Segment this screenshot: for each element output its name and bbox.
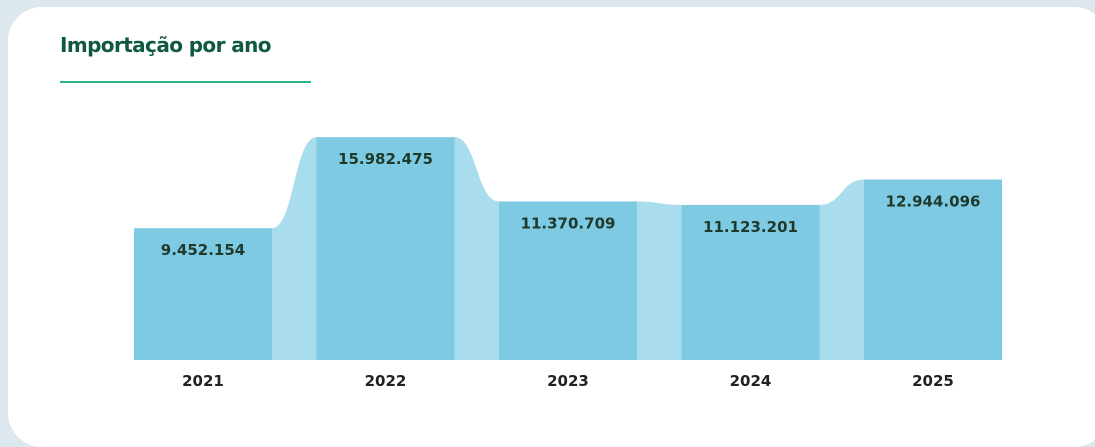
title-underline xyxy=(60,81,311,83)
category-label-2022: 2022 xyxy=(365,372,407,390)
bars xyxy=(134,137,1002,360)
value-label-2021: 9.452.154 xyxy=(161,241,245,259)
category-label-2023: 2023 xyxy=(547,372,589,390)
bar-chart: 9.452.154 15.982.475 11.370.709 11.123.201 1… xyxy=(134,137,1002,390)
connector-band xyxy=(819,179,864,360)
connector-band xyxy=(637,201,682,360)
value-label-2025: 12.944.096 xyxy=(886,193,981,211)
connector-band xyxy=(454,137,499,360)
bar-2024[interactable] xyxy=(681,204,820,360)
category-label-2024: 2024 xyxy=(730,372,772,390)
value-label-2022: 15.982.475 xyxy=(338,150,433,168)
bar-2023[interactable] xyxy=(499,201,637,360)
value-label-2024: 11.123.201 xyxy=(703,218,798,236)
value-labels: 9.452.154 15.982.475 11.370.709 11.123.201 1… xyxy=(161,150,981,259)
bar-2022[interactable] xyxy=(316,137,455,360)
bar-2025[interactable] xyxy=(864,179,1002,360)
value-label-2023: 11.370.709 xyxy=(521,214,616,232)
bar-2021[interactable] xyxy=(134,228,272,360)
category-label-2021: 2021 xyxy=(182,372,224,390)
chart-title: Importação por ano xyxy=(60,33,271,57)
bar-connectors xyxy=(272,137,864,360)
connector-band xyxy=(272,137,317,360)
category-labels: 2021 2022 2023 2024 2025 xyxy=(182,372,954,390)
category-label-2025: 2025 xyxy=(912,372,954,390)
